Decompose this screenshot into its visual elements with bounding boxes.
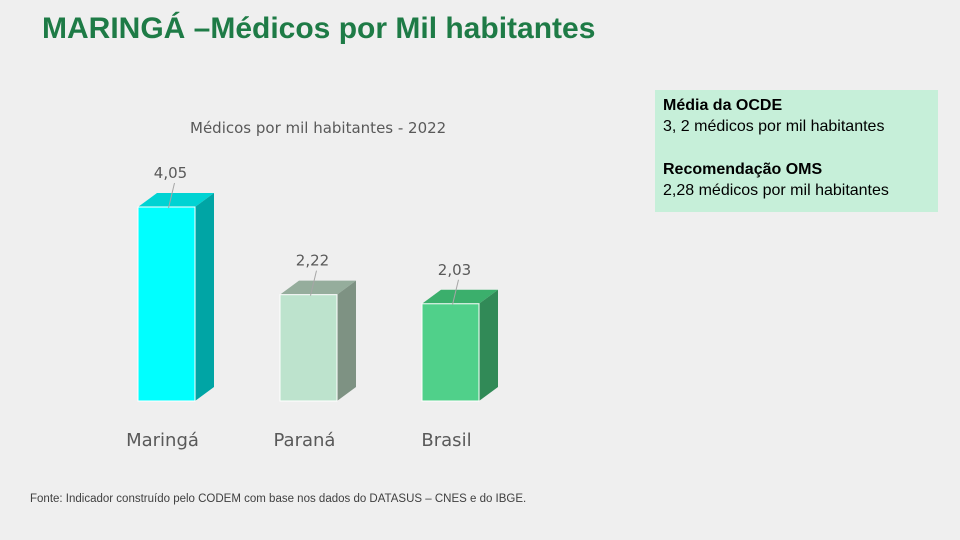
oms-text: 2,28 médicos por mil habitantes — [663, 182, 889, 199]
bar-paran — [279, 280, 356, 402]
bar-side-face — [337, 280, 356, 401]
bar-front-face — [279, 294, 338, 402]
category-label-paran: Paraná — [274, 430, 336, 451]
bar-front-face — [421, 303, 480, 402]
reference-info-box: Média da OCDE 3, 2 médicos por mil habit… — [655, 90, 938, 212]
ocde-text: 3, 2 médicos por mil habitantes — [663, 118, 885, 135]
bar-maring — [137, 193, 214, 402]
page-title: MARINGÁ –Médicos por Mil habitantes — [42, 12, 596, 45]
data-label-brasil: 2,03 — [438, 261, 471, 279]
bar-top-face — [138, 193, 214, 207]
source-note: Fonte: Indicador construído pelo CODEM c… — [30, 493, 527, 505]
bar-side-face — [195, 193, 214, 401]
bar-top-face — [422, 289, 498, 304]
bar-brasil — [421, 289, 498, 402]
bar-top-face — [280, 280, 356, 295]
data-label-maring: 4,05 — [154, 164, 187, 182]
category-label-brasil: Brasil — [421, 430, 471, 451]
data-label-leader — [452, 279, 459, 305]
bar-side-face — [479, 289, 498, 401]
spacer — [663, 137, 930, 159]
bar-front-face — [137, 206, 196, 402]
bars-layer — [137, 193, 498, 402]
data-label-paran: 2,22 — [296, 252, 329, 270]
oms-heading: Recomendação OMS — [663, 161, 823, 178]
data-label-leader — [310, 270, 317, 296]
data-label-leader — [168, 182, 175, 209]
ocde-heading: Média da OCDE — [663, 97, 783, 114]
labels-layer: 4,05 Maringá 2,22 Paraná 2,03 Brasil — [126, 164, 472, 451]
chart-title: Médicos por mil habitantes - 2022 — [190, 119, 447, 137]
category-label-maring: Maringá — [126, 430, 199, 451]
